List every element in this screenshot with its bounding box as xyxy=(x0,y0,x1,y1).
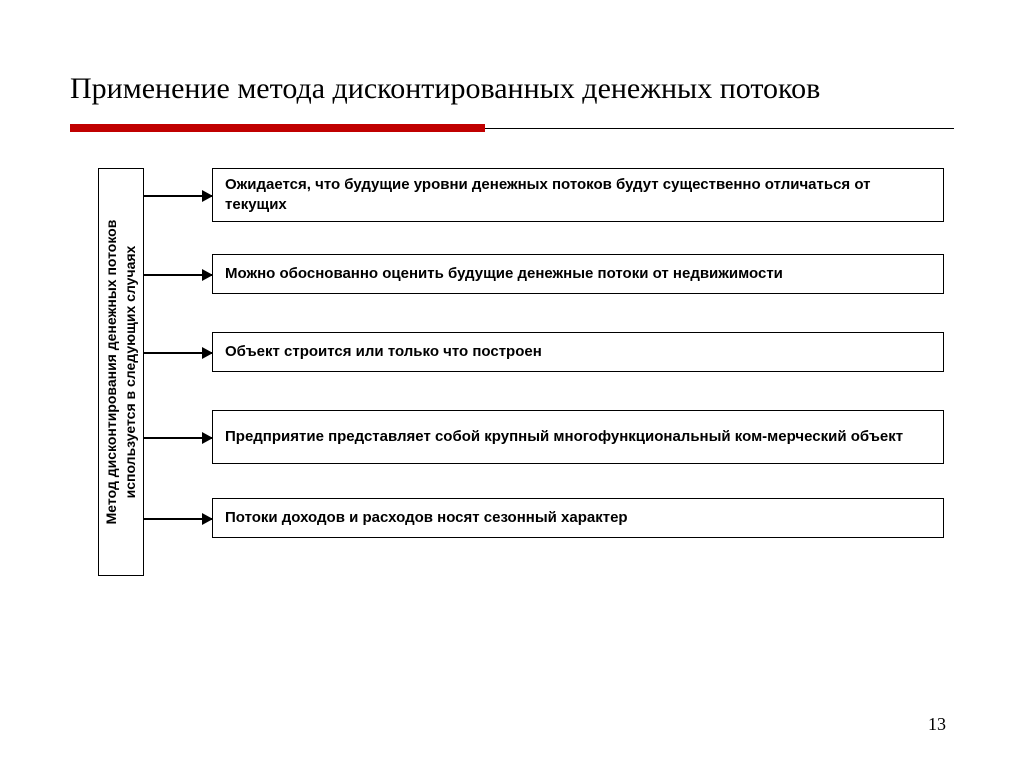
source-label-line2: используется в следующих случаях xyxy=(122,245,138,498)
arrow-icon xyxy=(144,518,212,520)
arrow-icon xyxy=(144,352,212,354)
source-label: Метод дисконтирования денежных потоков и… xyxy=(102,219,140,524)
target-box-text: Предприятие представляет собой крупный м… xyxy=(225,427,903,447)
target-box-text: Потоки доходов и расходов носят сезонный… xyxy=(225,508,628,528)
slide: Применение метода дисконтированных денеж… xyxy=(0,0,1024,767)
target-box: Можно обоснованно оценить будущие денежн… xyxy=(212,254,944,294)
target-box-text: Можно обоснованно оценить будущие денежн… xyxy=(225,264,783,284)
target-box-text: Объект строится или только что построен xyxy=(225,342,542,362)
target-box: Потоки доходов и расходов носят сезонный… xyxy=(212,498,944,538)
diagram: Метод дисконтирования денежных потоков и… xyxy=(98,168,954,608)
title-rule xyxy=(70,124,954,134)
arrow-icon xyxy=(144,195,212,197)
source-label-line1: Метод дисконтирования денежных потоков xyxy=(103,219,119,524)
arrow-icon xyxy=(144,437,212,439)
arrow-icon xyxy=(144,274,212,276)
target-box: Объект строится или только что построен xyxy=(212,332,944,372)
target-box: Ожидается, что будущие уровни денежных п… xyxy=(212,168,944,222)
source-box: Метод дисконтирования денежных потоков и… xyxy=(98,168,144,576)
title-rule-thick xyxy=(70,124,485,132)
target-box-text: Ожидается, что будущие уровни денежных п… xyxy=(225,175,931,214)
slide-title: Применение метода дисконтированных денеж… xyxy=(70,70,954,108)
target-box: Предприятие представляет собой крупный м… xyxy=(212,410,944,464)
page-number: 13 xyxy=(928,714,946,735)
